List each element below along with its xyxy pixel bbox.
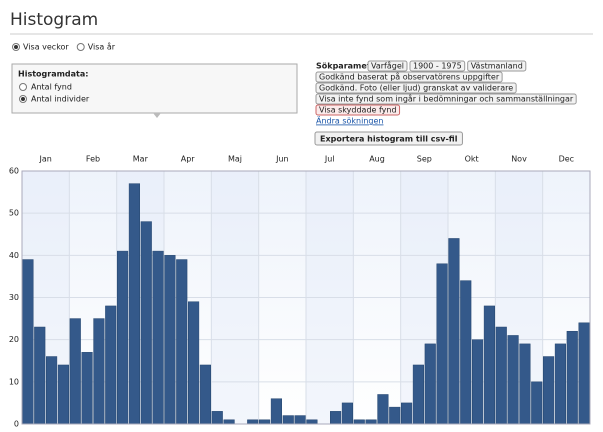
y-tick-label: 50	[9, 209, 19, 218]
bar	[128, 183, 140, 425]
bar	[353, 419, 365, 425]
month-label: Mar	[133, 155, 149, 164]
panel-radio[interactable]	[19, 83, 27, 91]
export-button-frame[interactable]	[314, 131, 463, 146]
bar	[93, 318, 105, 425]
bar	[330, 411, 342, 425]
bar	[81, 352, 93, 425]
page-title: Histogram	[10, 10, 98, 30]
bar	[69, 318, 81, 425]
month-label: Maj	[228, 155, 242, 164]
bar	[176, 259, 188, 425]
search-tag[interactable]	[315, 82, 517, 94]
bar	[401, 402, 413, 425]
search-tag-label[interactable]: Visa inte fynd som ingår i bedömningar o…	[319, 94, 574, 104]
search-tag-label[interactable]: Godkänd. Foto (eller ljud) granskat av v…	[319, 84, 513, 93]
bar	[448, 238, 460, 425]
month-label: Feb	[86, 155, 100, 164]
search-tag-label[interactable]: 1900 - 1975	[413, 62, 462, 71]
panel-option[interactable]: Antal individer	[31, 95, 90, 104]
bar	[424, 343, 436, 425]
month-label: Nov	[511, 155, 527, 164]
bar	[57, 364, 69, 425]
y-tick-label: 20	[9, 335, 19, 344]
bar	[34, 326, 46, 425]
bar	[389, 406, 401, 425]
change-link[interactable]: Ändra sökningen	[316, 116, 383, 126]
search-tag-label[interactable]: Västmanland	[471, 62, 523, 71]
bar	[519, 343, 531, 425]
bar	[259, 419, 271, 425]
bar	[22, 259, 34, 425]
panel-option[interactable]: Antal fynd	[31, 83, 72, 92]
bar	[140, 221, 152, 425]
month-label: Apr	[181, 155, 196, 164]
search-tag[interactable]	[315, 104, 401, 116]
month-label: Aug	[369, 155, 385, 164]
bar	[211, 411, 223, 425]
bar	[223, 419, 235, 425]
bar	[483, 305, 495, 425]
search-tag[interactable]	[467, 60, 527, 72]
bar	[46, 356, 58, 425]
bar	[105, 305, 117, 425]
bar	[117, 250, 129, 425]
search-label: Sökparametrar:	[316, 62, 387, 71]
month-label: Dec	[559, 155, 574, 164]
bar	[460, 280, 472, 425]
bar	[554, 343, 566, 425]
y-tick-label: 0	[14, 420, 19, 429]
month-label: Okt	[465, 155, 479, 164]
month-label: Jun	[275, 155, 289, 164]
panel-radio-dot[interactable]	[21, 97, 25, 101]
bar	[578, 322, 590, 425]
bar	[247, 419, 259, 425]
y-tick-label: 60	[9, 167, 19, 176]
bar	[270, 398, 282, 425]
month-label: Jan	[38, 155, 51, 164]
y-tick-label: 30	[9, 293, 19, 302]
search-tag[interactable]	[367, 60, 408, 72]
view-radio-dot[interactable]	[14, 45, 18, 49]
export-button[interactable]: Exportera histogram till csv-fil	[314, 131, 463, 146]
search-tag[interactable]	[409, 60, 466, 72]
bar	[472, 339, 484, 425]
view-option[interactable]: Visa år	[88, 42, 116, 52]
export-button-label[interactable]: Exportera histogram till csv-fil	[320, 135, 458, 144]
panel-pointer	[153, 113, 161, 118]
bar	[495, 326, 507, 425]
bar	[199, 364, 211, 425]
search-tag[interactable]	[315, 93, 577, 105]
month-label: Sep	[417, 155, 432, 164]
bar	[282, 415, 294, 425]
bar	[152, 250, 164, 425]
bar	[436, 263, 448, 425]
y-tick-label: 40	[9, 251, 19, 260]
bar	[543, 356, 555, 425]
bar	[341, 402, 353, 425]
bar	[164, 255, 176, 425]
bar	[377, 394, 389, 425]
bar	[294, 415, 306, 425]
bar	[507, 335, 519, 425]
plot-frame	[21, 170, 591, 425]
month-label: Jul	[324, 155, 335, 164]
bar	[531, 381, 543, 425]
bar	[188, 301, 200, 425]
bar	[412, 364, 424, 425]
panel-title: Histogramdata:	[18, 70, 88, 79]
bar	[566, 330, 578, 425]
search-tag-label[interactable]: Visa skyddade fynd	[319, 106, 397, 115]
view-option[interactable]: Visa veckor	[23, 43, 69, 52]
search-tag[interactable]	[315, 71, 503, 83]
bar	[306, 419, 318, 425]
bar	[365, 419, 377, 425]
search-tag-label[interactable]: Godkänd baserat på observatörens uppgift…	[319, 72, 500, 82]
search-tag-label[interactable]: Varfågel	[371, 61, 404, 71]
view-radio[interactable]	[76, 43, 85, 51]
y-tick-label: 10	[9, 377, 19, 386]
